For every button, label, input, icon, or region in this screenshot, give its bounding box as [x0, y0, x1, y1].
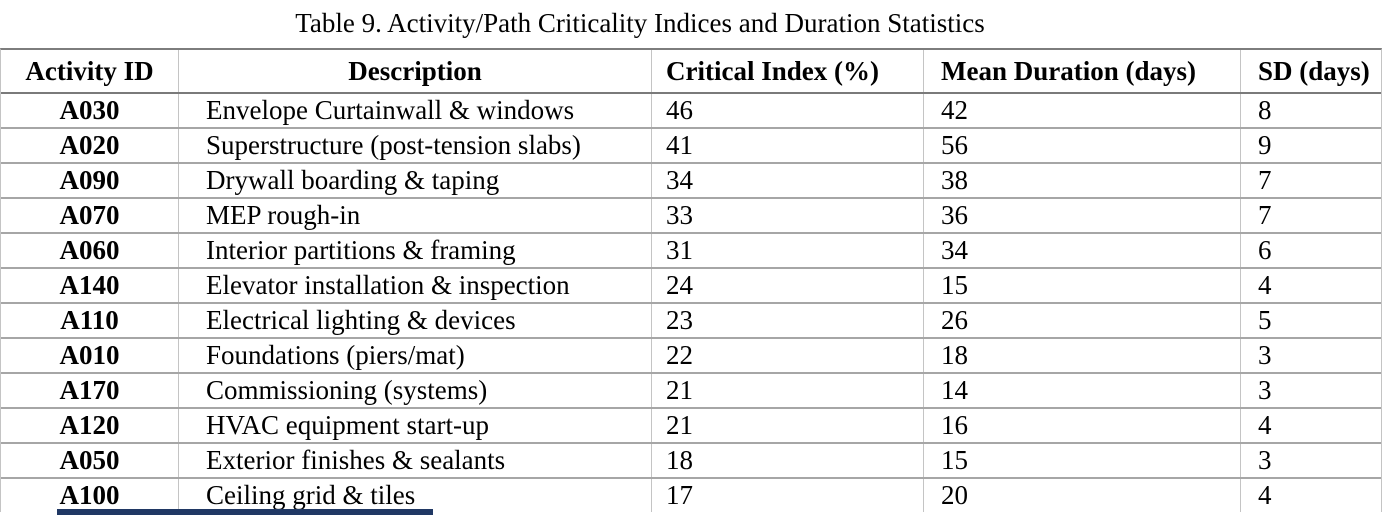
- column-header-activity-id: Activity ID: [1, 50, 179, 92]
- cell-mean-duration: 42: [924, 94, 1241, 127]
- column-header-mean-duration: Mean Duration (days): [924, 50, 1241, 92]
- cell-mean-duration: 14: [924, 374, 1241, 407]
- table-row: A050 Exterior finishes & sealants 18 15 …: [1, 444, 1381, 479]
- cell-activity-id: A020: [1, 129, 179, 162]
- cell-sd: 3: [1258, 445, 1272, 475]
- cell-description: Commissioning (systems): [179, 374, 652, 407]
- cell-activity-id: A110: [1, 304, 179, 337]
- cell-description: MEP rough-in: [179, 199, 652, 232]
- table-row: A010 Foundations (piers/mat) 22 18 3: [1, 339, 1381, 374]
- cell-mean-duration: 15: [924, 269, 1241, 302]
- data-table: Activity ID Description Critical Index (…: [0, 48, 1382, 512]
- column-header-critical-index: Critical Index (%): [652, 50, 924, 92]
- cell-critical-index: 24: [652, 269, 924, 302]
- table-row: A060 Interior partitions & framing 31 34…: [1, 234, 1381, 269]
- cell-description: Electrical lighting & devices: [179, 304, 652, 337]
- cell-critical-index: 21: [652, 409, 924, 442]
- cell-activity-id: A100: [1, 479, 179, 512]
- cell-critical-index: 33: [652, 199, 924, 232]
- table-row: A020 Superstructure (post-tension slabs)…: [1, 129, 1381, 164]
- cell-mean-duration: 15: [924, 444, 1241, 477]
- cell-sd: 7: [1258, 200, 1272, 230]
- cell-activity-id: A120: [1, 409, 179, 442]
- cell-critical-index: 22: [652, 339, 924, 372]
- table-caption: Table 9. Activity/Path Criticality Indic…: [295, 8, 985, 38]
- cell-mean-duration: 36: [924, 199, 1241, 232]
- table-row: A120 HVAC equipment start-up 21 16 4: [1, 409, 1381, 444]
- cell-description: Ceiling grid & tiles: [179, 479, 652, 512]
- cell-activity-id: A070: [1, 199, 179, 232]
- cell-activity-id: A090: [1, 164, 179, 197]
- cell-mean-duration: 56: [924, 129, 1241, 162]
- cell-mean-duration: 26: [924, 304, 1241, 337]
- cell-sd: 4: [1258, 480, 1272, 510]
- cell-description: Superstructure (post-tension slabs): [179, 129, 652, 162]
- table-row: A170 Commissioning (systems) 21 14 3: [1, 374, 1381, 409]
- table-row: A090 Drywall boarding & taping 34 38 7: [1, 164, 1381, 199]
- cell-activity-id: A050: [1, 444, 179, 477]
- table-row: A140 Elevator installation & inspection …: [1, 269, 1381, 304]
- cell-mean-duration: 38: [924, 164, 1241, 197]
- column-header-sd: SD (days): [1258, 55, 1370, 86]
- cell-critical-index: 41: [652, 129, 924, 162]
- cell-critical-index: 23: [652, 304, 924, 337]
- cell-sd: 3: [1258, 340, 1272, 370]
- cell-mean-duration: 34: [924, 234, 1241, 267]
- cell-description: Elevator installation & inspection: [179, 269, 652, 302]
- cell-critical-index: 31: [652, 234, 924, 267]
- cell-mean-duration: 18: [924, 339, 1241, 372]
- table-row: A100 Ceiling grid & tiles 17 20 4: [1, 479, 1381, 512]
- cell-description: Foundations (piers/mat): [179, 339, 652, 372]
- cell-critical-index: 46: [652, 94, 924, 127]
- cell-sd: 4: [1258, 410, 1272, 440]
- cell-sd: 5: [1258, 305, 1272, 335]
- cell-mean-duration: 20: [924, 479, 1241, 512]
- cell-description: Drywall boarding & taping: [179, 164, 652, 197]
- cell-sd: 3: [1258, 375, 1272, 405]
- cell-sd: 7: [1258, 165, 1272, 195]
- table-body: A030 Envelope Curtainwall & windows 46 4…: [1, 94, 1381, 512]
- cell-mean-duration: 16: [924, 409, 1241, 442]
- table-row: A110 Electrical lighting & devices 23 26…: [1, 304, 1381, 339]
- cell-activity-id: A170: [1, 374, 179, 407]
- cell-description: HVAC equipment start-up: [179, 409, 652, 442]
- partial-next-element-bar: [57, 509, 433, 515]
- cell-critical-index: 17: [652, 479, 924, 512]
- cell-description: Exterior finishes & sealants: [179, 444, 652, 477]
- cell-activity-id: A010: [1, 339, 179, 372]
- cell-sd: 6: [1258, 235, 1272, 265]
- table-row: A030 Envelope Curtainwall & windows 46 4…: [1, 94, 1381, 129]
- cell-sd: 4: [1258, 270, 1272, 300]
- cell-sd: 9: [1258, 130, 1272, 160]
- column-header-description: Description: [179, 50, 652, 92]
- cell-activity-id: A030: [1, 94, 179, 127]
- cell-description: Interior partitions & framing: [179, 234, 652, 267]
- table-row: A070 MEP rough-in 33 36 7: [1, 199, 1381, 234]
- table-header-row: Activity ID Description Critical Index (…: [1, 50, 1381, 94]
- cell-critical-index: 34: [652, 164, 924, 197]
- cell-sd: 8: [1258, 95, 1272, 125]
- cell-activity-id: A060: [1, 234, 179, 267]
- cell-activity-id: A140: [1, 269, 179, 302]
- cell-critical-index: 18: [652, 444, 924, 477]
- cell-description: Envelope Curtainwall & windows: [179, 94, 652, 127]
- cell-critical-index: 21: [652, 374, 924, 407]
